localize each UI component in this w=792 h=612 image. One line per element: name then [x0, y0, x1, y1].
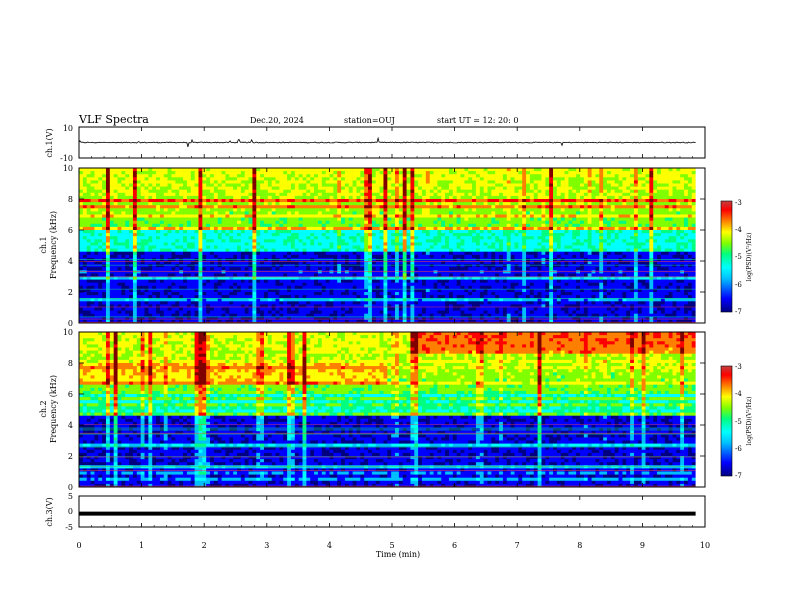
ch1-ytick-top: 10	[63, 124, 73, 133]
x-axis-label: Time (min)	[376, 550, 420, 559]
ch2-cbar-tick-m3: -3	[735, 363, 742, 371]
spec-ytick-label: 6	[68, 226, 73, 235]
ch1-spectrogram-image	[79, 168, 705, 323]
spec-ytick-label: 2	[68, 452, 73, 461]
ch2-spec-label-channel: ch.2	[39, 400, 48, 417]
spec-ytick-label: 10	[63, 164, 73, 173]
ch2-spectrogram-panel: 0 2 4 6 8 10 ch.2 Frequency (kHz)	[39, 328, 705, 492]
x-tick-label: 0	[76, 541, 81, 550]
spec-ytick-label: 4	[68, 257, 73, 266]
ch1-cbar-tick-m5: -5	[735, 253, 742, 261]
ch2-cbar-tick-m6: -6	[735, 445, 742, 453]
x-tick-label: 6	[452, 541, 457, 550]
ch3-waveform-frame	[79, 496, 705, 527]
ch1-spectrogram-panel: 0 2 4 6 8 10 ch.1 Frequency (kHz)	[39, 164, 705, 328]
x-tick-label: 4	[327, 541, 332, 550]
ch1-cbar-tick-m3: -3	[735, 199, 742, 207]
spec-ytick-label: 0	[68, 483, 73, 492]
vlf-figure: VLF Spectra Dec.20, 2024 station=OUJ sta…	[0, 0, 792, 612]
spec-ytick-label: 0	[68, 319, 73, 328]
ch3-waveform-panel: 5 0 -5 ch.3(V)	[45, 492, 705, 532]
spec-ytick-label: 8	[68, 359, 73, 368]
spec-ytick-label: 6	[68, 390, 73, 399]
ch1-cbar-tick-m7: -7	[735, 308, 742, 316]
ch2-spectrogram-image	[79, 332, 705, 487]
spec-ytick-label: 10	[63, 328, 73, 337]
ch2-colorbar: -3 -4 -5 -6 -7 log(PSD)(V²/Hz)	[721, 363, 753, 480]
ch1-colorbar: -3 -4 -5 -6 -7 log(PSD)(V²/Hz)	[721, 199, 753, 316]
ch3-ytick-mid: 0	[68, 507, 73, 516]
x-tick-label: 10	[700, 541, 710, 550]
ch2-cbar-tick-m5: -5	[735, 418, 742, 426]
ch1-waveform-panel: 10 -10 ch.1(V)	[45, 124, 705, 163]
start-time-label: start UT = 12: 20: 0	[437, 116, 518, 125]
ch1-colorbar-bar	[721, 201, 732, 312]
ch1-spec-label-channel: ch.1	[39, 236, 48, 253]
x-tick-label: 1	[139, 541, 144, 550]
ch1-ytick-bottom: -10	[60, 154, 73, 163]
date-label: Dec.20, 2024	[250, 116, 304, 125]
ch2-cbar-tick-m7: -7	[735, 472, 742, 480]
x-tick-label: 3	[264, 541, 269, 550]
ch1-cbar-tick-m6: -6	[735, 281, 742, 289]
spec-ytick-label: 4	[68, 421, 73, 430]
ch1-ylabel: ch.1(V)	[45, 128, 54, 157]
ch2-spec-ylabel: Frequency (kHz)	[49, 375, 58, 443]
x-tick-label: 7	[515, 541, 520, 550]
x-tick-label: 9	[640, 541, 645, 550]
figure-title: VLF Spectra	[78, 113, 149, 126]
station-label: station=OUJ	[344, 116, 395, 125]
ch3-ytick-bottom: -5	[65, 523, 73, 532]
ch2-cbar-tick-m4: -4	[735, 390, 742, 398]
x-tick-label: 2	[202, 541, 207, 550]
ch3-ytick-top: 5	[68, 492, 73, 501]
ch2-cbar-label: log(PSD)(V²/Hz)	[746, 397, 753, 446]
spec-ytick-label: 2	[68, 288, 73, 297]
spec-ytick-label: 8	[68, 195, 73, 204]
ch1-spec-ylabel: Frequency (kHz)	[49, 211, 58, 279]
ch1-cbar-label: log(PSD)(V²/Hz)	[746, 233, 753, 282]
ch2-colorbar-bar	[721, 366, 732, 476]
x-tick-label: 8	[577, 541, 582, 550]
x-tick-label: 5	[389, 541, 394, 550]
ch3-ylabel: ch.3(V)	[45, 497, 54, 526]
ch1-cbar-tick-m4: -4	[735, 226, 742, 234]
